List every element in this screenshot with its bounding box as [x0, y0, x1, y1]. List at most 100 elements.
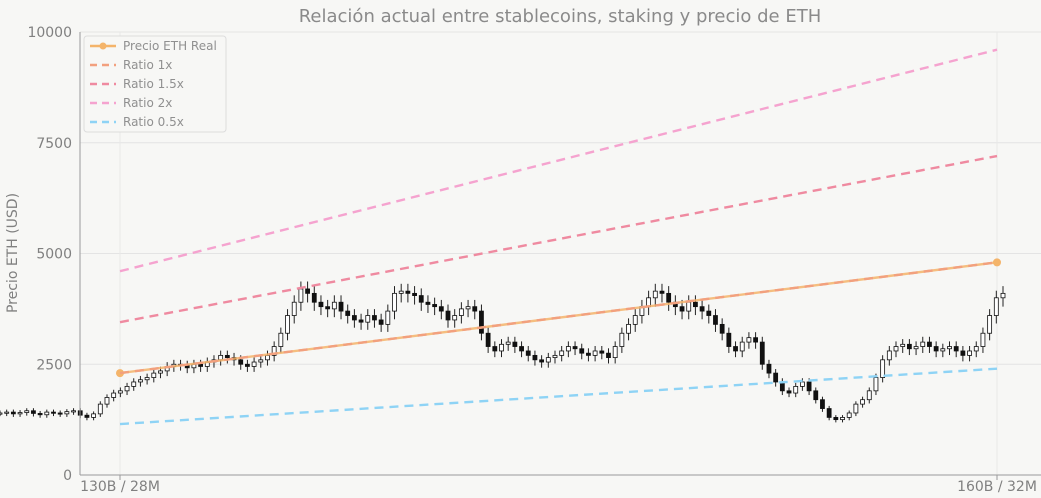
candle-body	[953, 346, 959, 352]
candle-body	[612, 346, 618, 359]
candle-body	[405, 290, 411, 294]
axes: 0 2500 5000 7500 10000 130B / 28M 160B / 32M	[27, 25, 1041, 495]
candle-body	[532, 354, 538, 361]
candle-body	[305, 288, 310, 294]
legend-label: Ratio 2x	[123, 96, 172, 110]
candle-body	[840, 417, 845, 421]
candle-body	[97, 403, 103, 415]
candle-body	[906, 343, 912, 350]
candle-body	[846, 412, 852, 418]
candle-body	[318, 301, 324, 308]
candle-body	[351, 315, 357, 321]
candle-body	[412, 292, 417, 296]
candle-body	[766, 363, 772, 374]
candle-body	[739, 341, 745, 352]
candle-body	[967, 350, 972, 356]
candle-body	[158, 370, 163, 374]
series-line	[119, 261, 998, 375]
series-group	[116, 48, 1001, 426]
candle-body	[465, 306, 471, 310]
candle-body	[666, 292, 672, 303]
candle-body	[773, 372, 779, 383]
x-tick-label: 130B / 28M	[80, 479, 160, 495]
y-tick-label: 5000	[36, 247, 72, 263]
candle-body	[913, 346, 919, 350]
candle-body	[833, 417, 839, 421]
candle-body	[285, 315, 290, 334]
candle-body	[693, 301, 698, 308]
candle-body	[425, 301, 431, 305]
candle-body	[432, 304, 438, 308]
candle-body	[124, 385, 130, 392]
candle-body	[258, 359, 264, 363]
candle-body	[418, 295, 424, 303]
candle-body	[800, 381, 805, 387]
candle-body	[24, 410, 30, 413]
candle-body	[345, 310, 351, 316]
candle-body	[325, 306, 331, 310]
candle-body	[71, 410, 76, 413]
candle-body	[519, 346, 524, 352]
candle-body	[0, 412, 3, 415]
candle-body	[44, 411, 50, 416]
candle-body	[726, 332, 732, 347]
candle-body	[652, 290, 658, 299]
series-point	[993, 258, 1001, 267]
candle-body	[552, 354, 558, 359]
candle-body	[686, 301, 692, 312]
series-line	[119, 48, 998, 273]
candle-body	[699, 306, 705, 312]
candle-body	[131, 381, 137, 387]
candle-body	[499, 343, 504, 352]
candle-body	[947, 346, 952, 350]
candle-body	[525, 350, 531, 356]
candle-body	[64, 411, 70, 415]
candle-body	[512, 341, 518, 347]
candle-body	[472, 306, 478, 312]
candle-body	[91, 413, 97, 418]
candle-body	[893, 346, 899, 352]
legend-label: Precio ETH Real	[123, 39, 217, 53]
candle-body	[251, 361, 257, 367]
candle-body	[458, 308, 464, 316]
series-line	[119, 154, 998, 324]
candle-body	[84, 414, 90, 418]
candle-body	[873, 377, 879, 392]
candle-body	[117, 390, 123, 394]
legend: Precio ETH Real Ratio 1x Ratio 1.5x Ratio 2…	[83, 35, 227, 133]
candle-body	[880, 359, 886, 378]
candle-body	[245, 363, 250, 367]
candle-body	[4, 411, 10, 414]
candle-body	[572, 346, 578, 350]
candle-body	[706, 310, 712, 316]
candle-body	[746, 337, 752, 343]
candle-body	[365, 315, 371, 323]
candle-body	[886, 350, 892, 361]
candle-body	[144, 377, 150, 381]
candle-body	[592, 350, 598, 356]
candle-body	[733, 346, 738, 352]
candle-body	[271, 346, 277, 356]
candle-body	[539, 359, 545, 363]
candle-body	[753, 337, 758, 343]
candle-body	[485, 332, 491, 347]
legend-box	[83, 35, 227, 133]
legend-label: Ratio 1.5x	[123, 77, 184, 91]
candle-body	[860, 399, 865, 405]
candle-body	[820, 399, 825, 409]
candle-body	[398, 290, 404, 294]
candle-body	[813, 390, 819, 401]
candle-body	[265, 354, 270, 361]
candle-body	[940, 348, 946, 352]
candle-body	[104, 397, 110, 405]
y-tick-label: 10000	[27, 25, 72, 41]
candle-body	[632, 315, 638, 325]
legend-label: Ratio 0.5x	[123, 115, 184, 129]
candle-body	[479, 310, 484, 334]
candle-body	[331, 301, 337, 310]
candle-body	[713, 315, 718, 325]
candle-body	[505, 341, 511, 345]
candle-body	[599, 350, 605, 354]
candle-body	[452, 315, 458, 321]
